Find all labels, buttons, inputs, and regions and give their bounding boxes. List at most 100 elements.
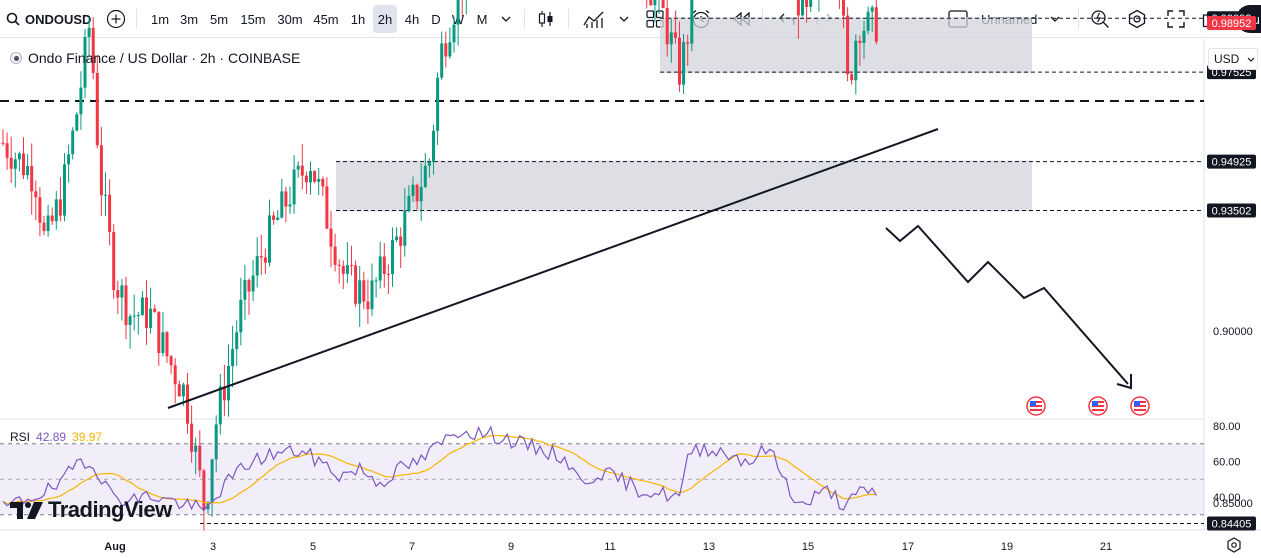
candle-body: [284, 191, 288, 207]
rsi-line: [2, 425, 877, 512]
candle-body: [358, 280, 362, 304]
candle-body: [874, 7, 878, 42]
candle-body: [309, 171, 312, 183]
timeframe-d[interactable]: D: [431, 11, 441, 27]
rsi-tick-label: 80.00: [1213, 421, 1241, 433]
timeframe-2h[interactable]: 2h: [373, 5, 397, 33]
candle-body: [235, 332, 239, 350]
candle-body: [850, 74, 854, 81]
flag-canton: [1092, 401, 1098, 406]
candle-body: [427, 162, 431, 166]
fullscreen-button[interactable]: [1163, 0, 1189, 38]
quick-search-button[interactable]: [1087, 0, 1113, 38]
resistance-zone-upper: [660, 17, 1032, 74]
timeframe-30m[interactable]: 30m: [277, 11, 303, 27]
rsi-title: RSI: [10, 430, 31, 444]
candle-body: [325, 186, 329, 229]
candle-body: [268, 215, 271, 263]
candle-body: [157, 311, 161, 353]
timeframe-1m[interactable]: 1m: [150, 11, 170, 27]
candle-body: [333, 246, 337, 265]
candle-body: [288, 204, 292, 207]
time-tick-label: 17: [902, 541, 914, 553]
axis-settings-gear-icon: [1227, 537, 1241, 553]
candle-body: [382, 256, 386, 274]
candle-body: [108, 194, 112, 233]
time-tick-label: 15: [802, 541, 814, 553]
candle-body: [181, 384, 185, 397]
candle-body: [91, 27, 95, 73]
candle-body: [87, 27, 91, 38]
time-tick-label: 3: [210, 541, 216, 553]
chart-type-button[interactable]: [534, 0, 558, 38]
time-tick-label: Aug: [104, 541, 125, 553]
gear-outline: [1227, 537, 1241, 553]
price-tick-label: 0.90000: [1213, 326, 1253, 338]
candle-body: [75, 114, 79, 131]
top-toolbar: ONDOUSD 1m 3m 5m 15m 30m 45m 1h 2h 4h D …: [0, 0, 1261, 38]
timeframe-15m[interactable]: 15m: [240, 11, 266, 27]
candle-body: [50, 215, 54, 222]
candle-body: [370, 280, 374, 310]
time-tick-label: 13: [703, 541, 715, 553]
candle-body: [296, 165, 300, 170]
indicators-button[interactable]: [580, 0, 608, 38]
resistance-zone-lower: [336, 160, 1032, 212]
flag-stripe: [1030, 407, 1042, 409]
candle-body: [177, 384, 181, 397]
candle-body: [846, 15, 850, 75]
currency-select[interactable]: USD: [1208, 48, 1258, 70]
time-tick-label: 7: [409, 541, 415, 553]
candle-body: [399, 236, 403, 246]
timeframe-3m[interactable]: 3m: [179, 11, 199, 27]
candle-body: [124, 285, 128, 325]
candle-body: [95, 72, 99, 146]
candle-body: [276, 217, 280, 220]
candle-body: [805, 0, 809, 7]
search-icon: [6, 12, 20, 26]
compare-symbol-button[interactable]: [104, 0, 128, 38]
timeframe-5m[interactable]: 5m: [209, 11, 229, 27]
symbol-search[interactable]: ONDOUSD: [6, 0, 92, 38]
rsi-tick-label: 60.00: [1213, 457, 1241, 469]
candle-body: [796, 0, 800, 16]
chevron-down-icon: [619, 16, 629, 22]
rsi-ma-value: 39.97: [72, 430, 103, 444]
settings-button[interactable]: [1124, 0, 1150, 38]
timeframe-45m[interactable]: 45m: [313, 11, 339, 27]
candle-body: [678, 37, 681, 85]
toolbar-divider: [136, 9, 137, 29]
arrow-head: [1116, 374, 1132, 390]
candle-body: [456, 0, 460, 25]
candle-body: [190, 423, 194, 452]
candle-body: [186, 384, 189, 424]
candle-body: [272, 215, 276, 220]
timeframe-1h[interactable]: 1h: [350, 11, 366, 27]
candle-body: [210, 459, 214, 503]
candle-body: [26, 165, 30, 176]
timeframe-4h[interactable]: 4h: [404, 11, 420, 27]
candle-body: [239, 299, 243, 333]
candle-body: [292, 169, 296, 205]
timeframe-m[interactable]: M: [476, 11, 488, 27]
candle-body: [801, 0, 804, 16]
gear-icon: [1127, 9, 1147, 29]
candle-body: [22, 153, 25, 176]
candle-body: [350, 265, 353, 267]
candle-body: [419, 186, 423, 202]
price-label: 0.93502: [1212, 206, 1252, 218]
candle-body: [407, 195, 411, 211]
indicators-dropdown[interactable]: [614, 0, 634, 38]
candle-body: [669, 32, 673, 45]
candle-body: [161, 332, 165, 353]
candle-body: [378, 256, 382, 281]
candle-body: [317, 178, 321, 182]
candle-body: [247, 280, 251, 292]
timeframe-dropdown[interactable]: [496, 0, 516, 38]
symbol-label: ONDOUSD: [25, 11, 92, 27]
candle-body: [67, 154, 71, 165]
candle-body: [661, 0, 665, 9]
chevron-down-icon: [501, 16, 511, 22]
candle-body: [444, 43, 448, 57]
